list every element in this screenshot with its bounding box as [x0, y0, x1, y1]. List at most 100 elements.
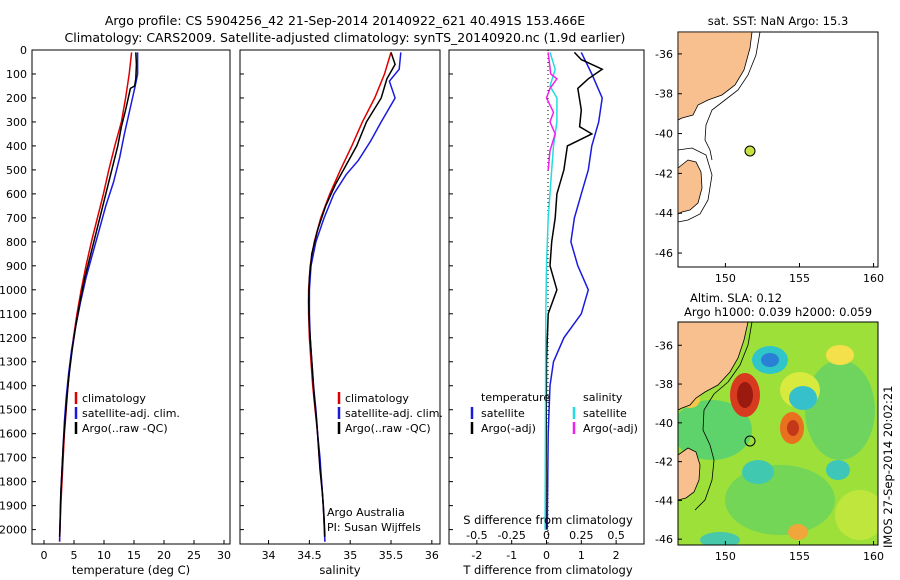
- x-tick-label: 15: [127, 549, 141, 562]
- temperature-legend: climatology satellite-adj. clim. Argo(..…: [74, 392, 180, 435]
- depth-tick-label: 1500: [0, 404, 27, 417]
- salinity-panel-frame: [239, 49, 441, 545]
- shelf-contour: [704, 32, 761, 161]
- map-x-label: 150: [715, 272, 736, 285]
- map-x-label: 155: [789, 272, 810, 285]
- sst-map: [677, 31, 879, 268]
- x-tick-label: 34.5: [297, 549, 322, 562]
- depth-tick-label: 1200: [0, 332, 27, 345]
- shelf-contour: [694, 322, 753, 511]
- series-line-satellite-adj-clim-: [308, 52, 402, 542]
- depth-tick-label: 500: [6, 164, 27, 177]
- map-x-label: 155: [789, 550, 810, 563]
- map-y-label: -38: [655, 88, 673, 101]
- legend-title-salinity: salinity: [583, 391, 623, 404]
- temperature-panel-frame: [31, 49, 231, 545]
- x-tick-label: 25: [187, 549, 201, 562]
- map-y-label: -46: [655, 533, 673, 546]
- x-tick-label: 35: [343, 549, 357, 562]
- salinity-plot: [307, 52, 402, 542]
- map-y-label: -42: [655, 167, 673, 180]
- map-y-label: -44: [655, 494, 673, 507]
- difference-legend: temperature satellite Argo(-adj) salinit…: [470, 391, 638, 435]
- map-y-label: -44: [655, 207, 673, 220]
- map-y-label: -42: [655, 456, 673, 469]
- x-tick-label: 34: [262, 549, 276, 562]
- legend-title-temperature: temperature: [481, 391, 550, 404]
- sla-eddy-low: [700, 532, 740, 545]
- sla-eddy-low: [789, 386, 817, 410]
- depth-tick-label: 1300: [0, 356, 27, 369]
- tasmania-land: [678, 447, 701, 501]
- series-line-argo-raw-qc-: [307, 52, 396, 537]
- x-tick-label: 5: [71, 549, 78, 562]
- x-tick-label: 0: [41, 549, 48, 562]
- legend-label-t-satellite: satellite: [481, 407, 525, 420]
- depth-tick-label: 1900: [0, 500, 27, 513]
- map-y-label: -40: [655, 128, 673, 141]
- difference-x-ticks: -2 -1 0 1 2: [471, 540, 620, 562]
- sla-map-frame: [677, 321, 879, 546]
- credit-text: Argo Australia: [327, 506, 405, 519]
- s-tick-label: -0.25: [497, 529, 525, 542]
- figure-title-line2: Climatology: CARS2009. Satellite-adjuste…: [65, 30, 626, 45]
- map-y-label: -46: [655, 247, 673, 260]
- legend-label-climatology: climatology: [82, 392, 146, 405]
- difference-plot: [544, 51, 604, 530]
- figure-title-line1: Argo profile: CS 5904256_42 21-Sep-2014 …: [105, 13, 585, 28]
- sst-map-title: sat. SST: NaN Argo: 15.3: [708, 14, 849, 28]
- depth-tick-label: 2000: [0, 524, 27, 537]
- s-tick-label: 0.5: [607, 529, 625, 542]
- depth-tick-label: 300: [6, 116, 27, 129]
- x-tick-label: 36: [425, 549, 439, 562]
- series-line-salinity-satellite: [544, 52, 558, 530]
- salinity-x-ticks: 34 34.5 35 35.5 36: [262, 540, 439, 562]
- float-position-marker: [744, 435, 756, 447]
- sla-eddy-low: [742, 460, 774, 484]
- depth-tick-label: 100: [6, 68, 27, 81]
- depth-tick-label: 200: [6, 92, 27, 105]
- sla-eddy-high: [787, 420, 799, 436]
- map-y-label: -38: [655, 378, 673, 391]
- sla-eddy-high: [788, 524, 808, 540]
- legend-label-s-argo: Argo(-adj): [583, 422, 638, 435]
- series-line-argo-raw-qc-: [58, 52, 138, 537]
- mainland-land: [678, 322, 749, 411]
- depth-axis: 0 100 200 300 400 500 600 700 800 900 1000 1100 1200…: [0, 44, 453, 537]
- salinity-axis-label: salinity: [319, 563, 360, 577]
- legend-label-argo: Argo(..raw -QC): [82, 422, 168, 435]
- s-tick-label: -0.5: [466, 529, 487, 542]
- sla-patch: [678, 400, 752, 460]
- x-tick-label: 0: [543, 549, 550, 562]
- sla-eddy-low: [826, 460, 850, 480]
- series-line-climatology: [58, 52, 133, 542]
- depth-tick-label: 700: [6, 212, 27, 225]
- sla-eddy-high: [737, 382, 753, 408]
- map-x-label: 160: [863, 272, 884, 285]
- depth-tick-label: 1100: [0, 308, 27, 321]
- float-position-marker: [744, 145, 756, 157]
- sla-map: [677, 321, 879, 546]
- legend-label-satellite: satellite-adj. clim.: [345, 407, 443, 420]
- sla-eddy-low: [761, 353, 779, 367]
- sst-map-ticks: 150 155 160 -36 -38 -40 -42 -44 -46: [655, 48, 884, 285]
- difference-s-ticks: -0.5 -0.25 0 0.25 0.5: [466, 529, 625, 542]
- depth-tick-label: 1800: [0, 476, 27, 489]
- sla-map-title: Altim. SLA: 0.12: [690, 291, 782, 305]
- pi-text: PI: Susan Wijffels: [327, 521, 421, 534]
- legend-label-satellite: satellite-adj. clim.: [82, 407, 180, 420]
- x-tick-label: 10: [97, 549, 111, 562]
- x-tick-label: 20: [157, 549, 171, 562]
- map-x-label: 150: [715, 550, 736, 563]
- sla-eddy-high: [826, 345, 854, 365]
- depth-tick-label: 800: [6, 236, 27, 249]
- depth-tick-label: 400: [6, 140, 27, 153]
- temperature-plot: [58, 52, 139, 542]
- x-tick-label: 35.5: [379, 549, 404, 562]
- depth-tick-label: 0: [20, 44, 27, 57]
- s-difference-axis-label: S difference from climatology: [463, 513, 633, 527]
- x-tick-label: 2: [613, 549, 620, 562]
- map-y-label: -40: [655, 417, 673, 430]
- depth-tick-label: 1600: [0, 428, 27, 441]
